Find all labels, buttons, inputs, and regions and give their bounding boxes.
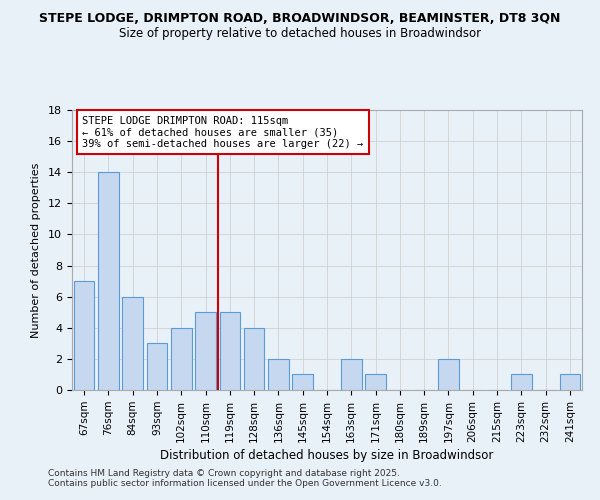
Y-axis label: Number of detached properties: Number of detached properties xyxy=(31,162,41,338)
Bar xyxy=(220,312,240,390)
Bar xyxy=(438,359,459,390)
Bar xyxy=(365,374,386,390)
Bar xyxy=(268,359,289,390)
Text: Contains public sector information licensed under the Open Government Licence v3: Contains public sector information licen… xyxy=(48,478,442,488)
Bar xyxy=(195,312,216,390)
Text: Size of property relative to detached houses in Broadwindsor: Size of property relative to detached ho… xyxy=(119,28,481,40)
Bar xyxy=(171,328,191,390)
Bar xyxy=(292,374,313,390)
Bar xyxy=(98,172,119,390)
Bar xyxy=(511,374,532,390)
Bar xyxy=(341,359,362,390)
Bar xyxy=(244,328,265,390)
X-axis label: Distribution of detached houses by size in Broadwindsor: Distribution of detached houses by size … xyxy=(160,449,494,462)
Text: STEPE LODGE, DRIMPTON ROAD, BROADWINDSOR, BEAMINSTER, DT8 3QN: STEPE LODGE, DRIMPTON ROAD, BROADWINDSOR… xyxy=(40,12,560,26)
Bar xyxy=(122,296,143,390)
Text: STEPE LODGE DRIMPTON ROAD: 115sqm
← 61% of detached houses are smaller (35)
39% : STEPE LODGE DRIMPTON ROAD: 115sqm ← 61% … xyxy=(82,116,364,149)
Bar xyxy=(146,344,167,390)
Text: Contains HM Land Registry data © Crown copyright and database right 2025.: Contains HM Land Registry data © Crown c… xyxy=(48,468,400,477)
Bar xyxy=(74,281,94,390)
Bar xyxy=(560,374,580,390)
